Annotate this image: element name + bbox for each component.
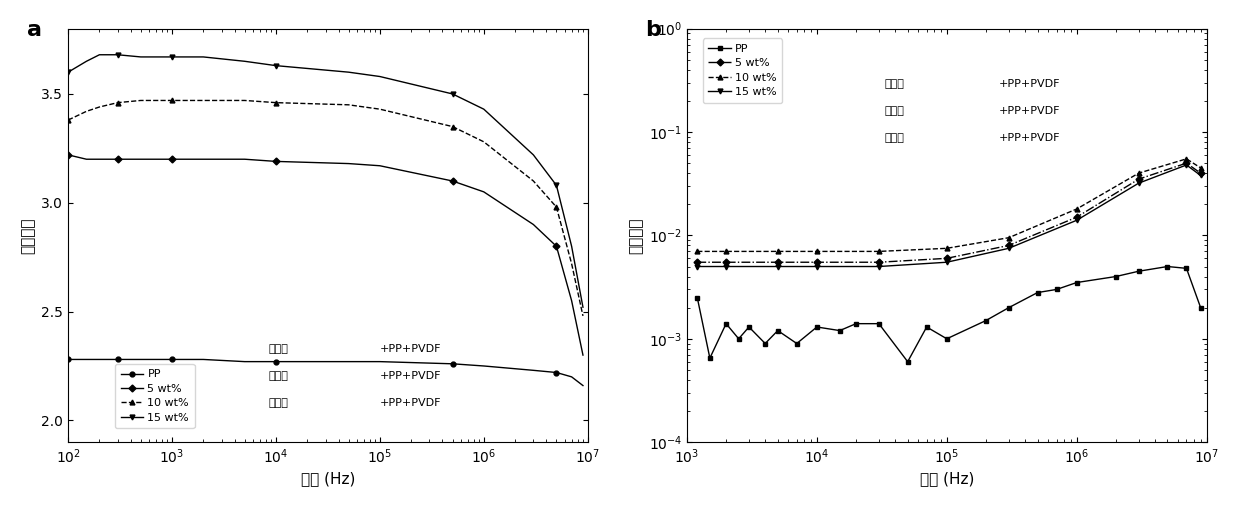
Text: b: b — [646, 20, 661, 41]
Text: 相容剂: 相容剂 — [884, 133, 904, 143]
Legend: PP, 5 wt%, 10 wt%, 15 wt%: PP, 5 wt%, 10 wt%, 15 wt% — [703, 39, 782, 103]
Text: +PP+PVDF: +PP+PVDF — [379, 371, 441, 381]
Text: +PP+PVDF: +PP+PVDF — [379, 398, 441, 408]
Text: +PP+PVDF: +PP+PVDF — [998, 80, 1060, 89]
Text: a: a — [26, 20, 42, 41]
Legend: PP, 5 wt%, 10 wt%, 15 wt%: PP, 5 wt%, 10 wt%, 15 wt% — [115, 364, 195, 428]
Text: 相容剂: 相容剂 — [884, 80, 904, 89]
X-axis label: 频率 (Hz): 频率 (Hz) — [301, 471, 355, 486]
Text: 相容剂: 相容剂 — [884, 106, 904, 116]
Y-axis label: 介电常数: 介电常数 — [21, 217, 36, 254]
Text: +PP+PVDF: +PP+PVDF — [998, 106, 1060, 116]
Text: 相容剂: 相容剂 — [268, 398, 288, 408]
X-axis label: 频率 (Hz): 频率 (Hz) — [920, 471, 973, 486]
Text: 相容剂: 相容剂 — [268, 344, 288, 354]
Text: +PP+PVDF: +PP+PVDF — [379, 344, 441, 354]
Y-axis label: 介电损耗: 介电损耗 — [629, 217, 644, 254]
Text: +PP+PVDF: +PP+PVDF — [998, 133, 1060, 143]
Text: 相容剂: 相容剂 — [268, 371, 288, 381]
